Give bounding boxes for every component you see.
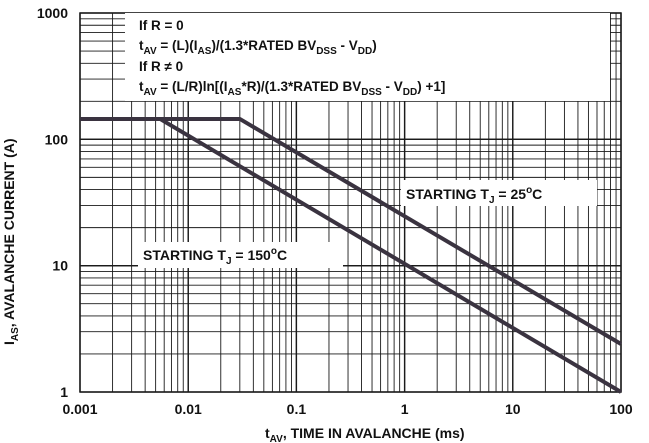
x-tick-label: 0.01 [175,401,202,417]
annotation-line-2: tAV = (L)(IAS)/(1.3*RATED BVDSS - VDD) [139,38,377,57]
y-tick-label: 100 [45,131,69,147]
label-box-tj-150c [138,242,343,268]
x-tick-label: 10 [505,401,521,417]
y-tick-label: 1000 [37,5,68,21]
y-tick-label: 1 [60,384,68,400]
label-box-tj-25c [401,180,597,206]
label-tj-25c: STARTING TJ = 25oC [406,185,542,206]
equation-box [125,13,610,101]
x-axis-title: tAV, TIME IN AVALANCHE (ms) [265,425,465,443]
y-tick-label: 10 [52,258,68,274]
x-tick-label: 0.001 [62,401,97,417]
label-tj-150c: STARTING TJ = 150oC [143,246,287,267]
annotation-line-1: If R = 0 [139,18,184,33]
x-tick-label: 0.1 [287,401,307,417]
tick-labels: 0.001 0.01 0.1 1 10 100 1 10 100 1000 [37,5,633,417]
annotation-line-3: If R ≠ 0 [139,59,183,74]
x-tick-label: 1 [401,401,409,417]
x-tick-label: 100 [609,401,633,417]
annotation-line-4: tAV = (L/R)ln[(IAS*R)/(1.3*RATED BVDSS -… [139,79,445,98]
curve-tj-150c [80,116,623,394]
y-axis-title: IAS, AVALANCHE CURRENT (A) [1,138,21,345]
